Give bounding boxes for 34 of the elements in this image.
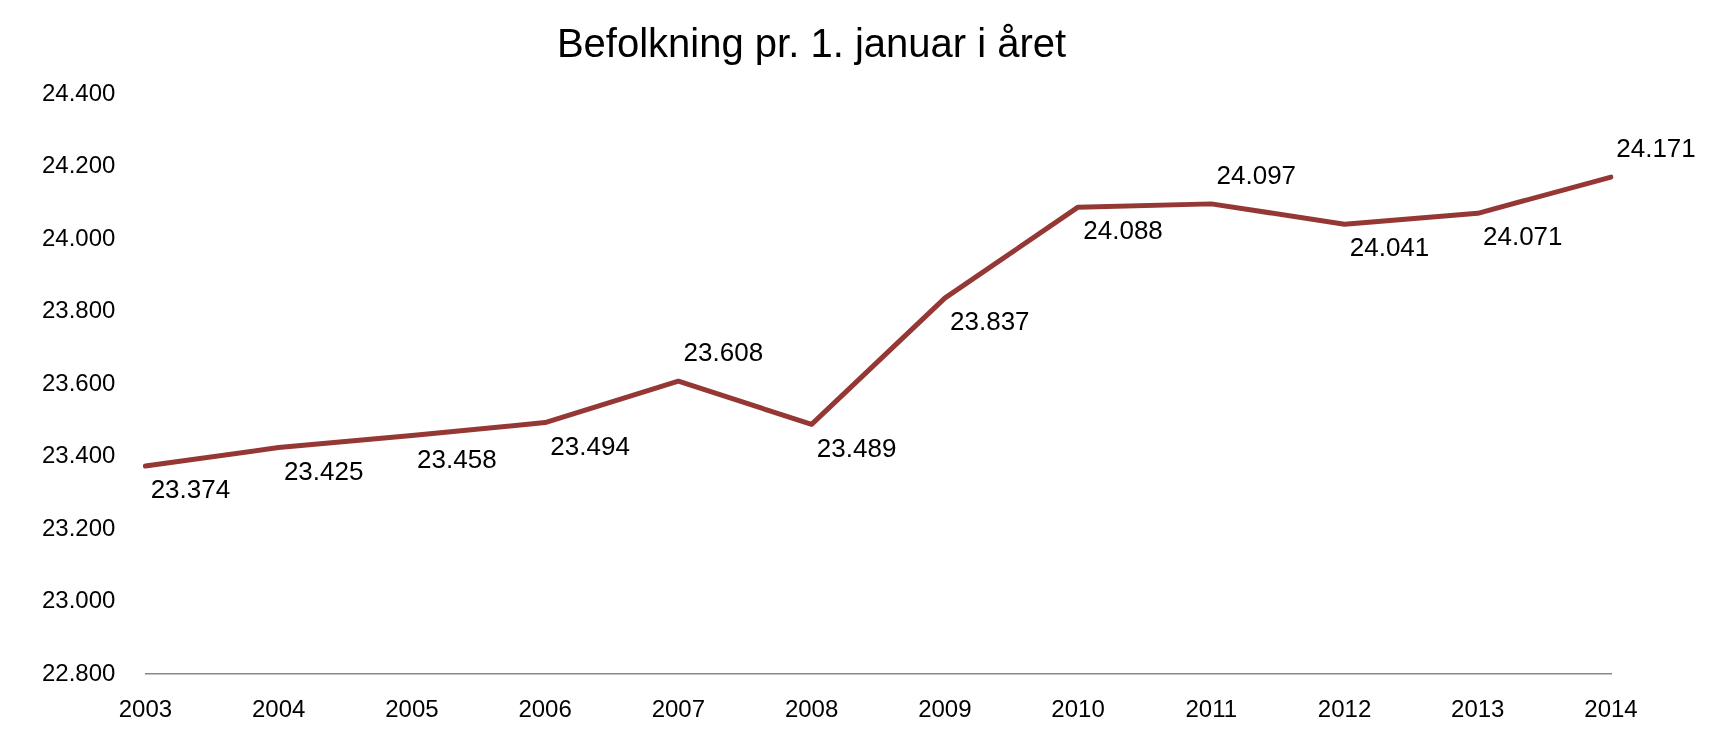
chart-title: Befolkning pr. 1. januar i året <box>556 21 1067 66</box>
y-tick-label: 24.000 <box>42 223 116 251</box>
data-label: 24.171 <box>1616 133 1696 164</box>
data-label: 24.097 <box>1216 160 1297 191</box>
data-label: 24.071 <box>1483 221 1563 252</box>
data-label: 23.608 <box>683 337 764 368</box>
x-tick-label: 2003 <box>118 695 173 723</box>
x-tick-label: 2008 <box>784 695 839 723</box>
x-tick-label: 2007 <box>651 695 706 723</box>
y-tick-label: 22.800 <box>42 658 116 686</box>
x-tick-label: 2011 <box>1185 695 1238 723</box>
y-tick-label: 23.000 <box>42 586 116 614</box>
y-tick-label: 24.400 <box>42 78 116 106</box>
x-tick-label: 2013 <box>1451 695 1505 723</box>
y-tick-label: 24.200 <box>42 151 116 179</box>
x-tick-label: 2010 <box>1051 695 1105 723</box>
data-label: 23.489 <box>816 432 897 463</box>
x-tick-label: 2006 <box>518 695 572 723</box>
y-tick-label: 23.200 <box>42 513 116 541</box>
data-label: 23.425 <box>283 455 364 486</box>
y-tick-label: 23.600 <box>42 368 116 396</box>
x-tick-label: 2012 <box>1317 695 1372 723</box>
x-tick-label: 2005 <box>385 695 439 723</box>
y-tick-label: 23.400 <box>42 441 116 469</box>
data-label: 23.837 <box>950 306 1030 337</box>
data-label: 23.494 <box>550 430 630 461</box>
data-label: 24.041 <box>1349 232 1430 263</box>
x-tick-label: 2009 <box>918 695 972 723</box>
x-tick-label: 2004 <box>251 695 306 723</box>
y-tick-label: 23.800 <box>42 296 116 324</box>
data-label: 24.088 <box>1083 215 1163 246</box>
x-tick-label: 2014 <box>1584 695 1638 723</box>
data-label: 23.374 <box>150 474 231 505</box>
data-label: 23.458 <box>417 443 497 474</box>
